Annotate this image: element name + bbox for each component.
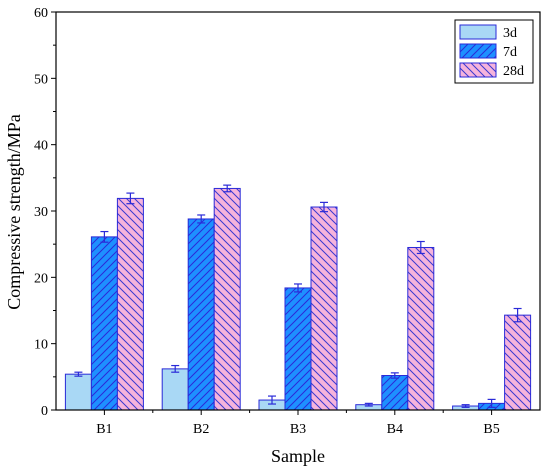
x-axis-ticks: B1 B2 B3 B4 B5: [96, 410, 500, 437]
x-tick-label: B3: [290, 422, 306, 437]
y-tick-label: 40: [34, 139, 48, 154]
y-axis-title: Compressive strength/MPa: [4, 114, 24, 310]
bar-28d-B5: [504, 314, 532, 411]
y-tick-label: 20: [34, 271, 48, 286]
bar-28d-B1: [116, 197, 144, 411]
bar-3d-B2: [161, 368, 189, 411]
bar-7d-B4: [381, 375, 409, 411]
bar-7d-B1: [90, 236, 118, 411]
bars-layer: [64, 187, 532, 411]
legend-label-28d: 28d: [503, 64, 524, 79]
bar-28d-B4: [407, 246, 435, 411]
y-tick-label: 0: [41, 404, 48, 419]
bar-28d-B3: [310, 206, 338, 411]
bar-3d-B1: [64, 373, 92, 411]
legend: 3d 7d 28d: [454, 19, 534, 84]
y-tick-label: 30: [34, 205, 48, 220]
y-tick-label: 60: [34, 6, 48, 21]
y-axis-ticks: 0 10 20 30 40 50 60: [34, 6, 56, 419]
x-tick-label: B1: [96, 422, 112, 437]
legend-label-7d: 7d: [503, 45, 517, 60]
bar-7d-B2: [187, 218, 215, 411]
y-tick-label: 50: [34, 72, 48, 87]
x-tick-label: B2: [193, 422, 209, 437]
legend-swatch-28d: [459, 62, 497, 78]
legend-swatch-7d: [459, 43, 497, 59]
y-tick-label: 10: [34, 338, 48, 353]
bar-28d-B2: [213, 187, 241, 411]
legend-swatch-3d: [459, 24, 497, 40]
x-axis-title: Sample: [271, 446, 325, 466]
bar-7d-B3: [284, 287, 312, 411]
x-tick-label: B4: [387, 422, 403, 437]
x-tick-label: B5: [483, 422, 499, 437]
error-bars-layer: [74, 184, 522, 408]
legend-label-3d: 3d: [503, 26, 517, 41]
